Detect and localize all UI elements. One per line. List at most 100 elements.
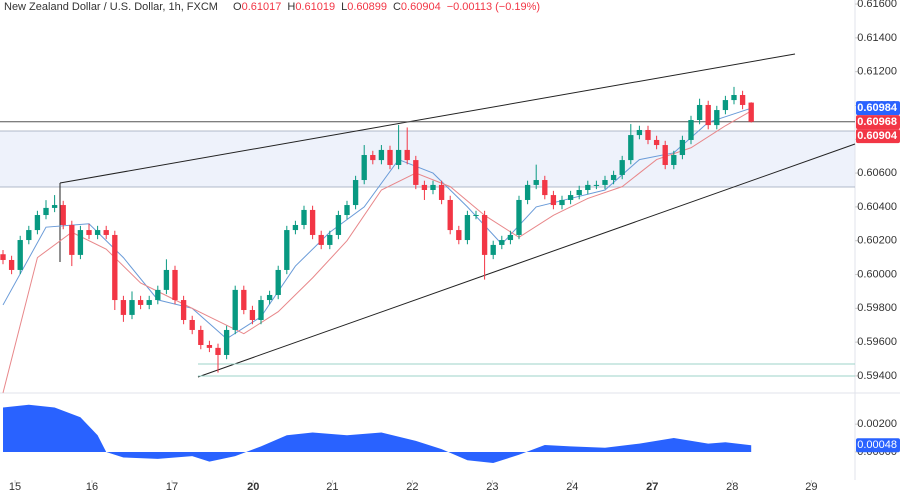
y-tick-label: 0.60600 xyxy=(857,167,897,179)
candle-body xyxy=(731,94,737,101)
trend-line xyxy=(197,143,856,378)
x-tick-label: 27 xyxy=(646,481,658,493)
y-tick-label: 0.59800 xyxy=(857,302,897,314)
candle-body xyxy=(542,180,548,196)
x-tick-label: 16 xyxy=(86,481,98,493)
y-tick-label: 0.59400 xyxy=(857,370,897,382)
candle-body xyxy=(645,129,651,140)
price-label-bg xyxy=(856,115,900,130)
candle-body xyxy=(387,149,393,165)
candle-body xyxy=(499,240,505,245)
candle-body xyxy=(593,184,600,186)
candle-body xyxy=(662,145,668,165)
moving-average xyxy=(2,110,752,393)
change: −0.00113 (−0.19%) xyxy=(447,1,540,13)
candle-body xyxy=(215,347,221,355)
candle-body xyxy=(318,234,324,245)
price-label-bg xyxy=(856,129,900,144)
x-tick-label: 21 xyxy=(326,481,338,493)
candle-body xyxy=(507,234,514,241)
candle-body xyxy=(653,139,660,146)
candle-body xyxy=(275,269,281,295)
candle-body xyxy=(146,300,152,305)
y-tick-label: 0.59600 xyxy=(857,336,897,348)
osc-last-label: 0.00048 xyxy=(857,439,897,451)
trend-line xyxy=(59,53,796,184)
candle-body xyxy=(241,289,247,311)
candle-body xyxy=(172,269,178,301)
candle-body xyxy=(679,139,686,156)
candle-body xyxy=(490,244,496,255)
y-tick-label: 0.60000 xyxy=(857,268,897,280)
osc-last-bg xyxy=(856,438,900,453)
candle-body xyxy=(86,230,92,235)
candle-body xyxy=(26,230,32,241)
candle-body xyxy=(51,205,58,208)
ohlc-key: O xyxy=(233,1,242,13)
candle-body xyxy=(223,329,230,355)
candle-body xyxy=(378,149,385,161)
candle-body xyxy=(714,110,720,126)
candle-body xyxy=(533,180,539,185)
candle-body xyxy=(464,215,471,241)
x-tick-label: 22 xyxy=(406,481,418,493)
candle-body xyxy=(473,215,479,217)
x-tick-label: 29 xyxy=(805,481,817,493)
candle-body xyxy=(344,205,350,216)
x-tick-label: 15 xyxy=(9,481,21,493)
y-tick-label: 0.61400 xyxy=(857,32,897,44)
candle-body xyxy=(481,215,488,255)
price-label: 0.60904 xyxy=(857,130,898,142)
candle-body xyxy=(103,230,109,235)
price-label-bg xyxy=(856,101,900,116)
candle-body xyxy=(292,224,299,231)
candle-body xyxy=(129,300,135,315)
header-bg xyxy=(0,0,520,14)
zone xyxy=(0,131,855,187)
header: New Zealand Dollar / U.S. Dollar, 1h, FX… xyxy=(4,1,540,13)
ohlc-key: C xyxy=(393,1,401,13)
candle-body xyxy=(576,189,582,196)
y-tick-label: 0.60400 xyxy=(857,201,897,213)
candle-body xyxy=(361,155,367,181)
candle-body xyxy=(206,345,213,348)
candle-body xyxy=(258,300,264,320)
candle-body xyxy=(619,160,625,175)
candle-body xyxy=(413,160,419,185)
candle-body xyxy=(550,195,557,206)
candle-body xyxy=(327,234,333,245)
candle-body xyxy=(120,300,127,315)
candle-body xyxy=(610,174,617,181)
candle-body xyxy=(284,230,290,270)
candle-body xyxy=(94,230,101,235)
oscillator-area xyxy=(3,404,752,464)
candle-body xyxy=(155,289,161,301)
candle-body xyxy=(585,184,591,190)
candle-body xyxy=(309,209,316,235)
candle-body xyxy=(430,184,436,190)
ohlc-value: 0.61019 xyxy=(295,1,335,13)
ohlc-key: L xyxy=(341,1,347,13)
candle-body xyxy=(17,240,23,270)
candle-body xyxy=(77,230,84,255)
candle-body xyxy=(69,224,75,255)
candle-body xyxy=(456,230,462,241)
x-tick-label: 24 xyxy=(566,481,578,493)
candle-body xyxy=(705,104,711,126)
candle-body xyxy=(249,310,256,320)
candle-body xyxy=(180,300,187,320)
ohlc-value: 0.60904 xyxy=(401,1,441,13)
candle-body xyxy=(739,94,746,105)
candle-body xyxy=(112,234,118,301)
candle-body xyxy=(516,199,522,235)
ohlc-value: 0.60899 xyxy=(347,1,387,13)
candle-body xyxy=(352,180,359,206)
candle-body xyxy=(301,209,307,225)
candle-body xyxy=(722,100,729,111)
candle-body xyxy=(8,259,15,270)
price-label: 0.60984 xyxy=(857,102,898,114)
x-tick-label: 17 xyxy=(166,481,178,493)
x-tick-label: 28 xyxy=(726,481,738,493)
